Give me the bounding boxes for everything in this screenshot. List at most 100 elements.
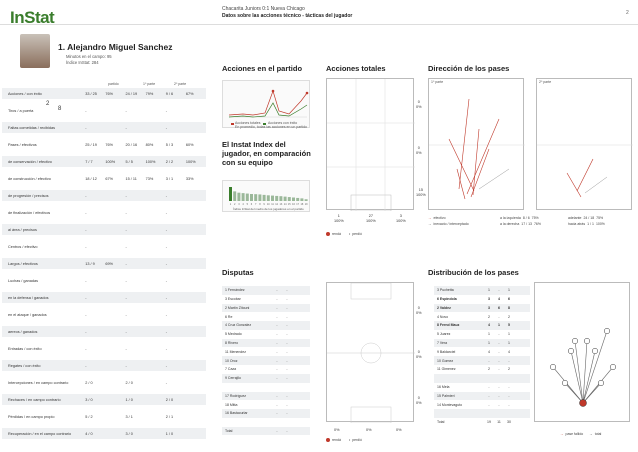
stats-cell: - [85, 210, 87, 215]
duels-row: 8 Rivero - - [222, 338, 310, 348]
stats-cell: - [165, 312, 168, 317]
pass-count-v: 8 / 6 [522, 216, 530, 220]
index-bar [300, 198, 304, 201]
stats-cell: 1 / 0 [165, 431, 174, 436]
stats-row: en la defensa / ganados - - - [2, 292, 206, 303]
stats-row: Recuperación / en el campo contrario 4 / … [2, 428, 206, 439]
stats-row-label: Faltas cometidas / recibidas [8, 125, 56, 130]
stats-row-label: Pérdidas / en campo propio [8, 414, 55, 419]
stats-cell: - [85, 125, 87, 130]
pass-count-item: adelante 24 / 18 75% [568, 216, 603, 220]
duels-legend: rendá • perdió [326, 438, 362, 442]
distribution-cell: 3 Puchetta [437, 288, 454, 293]
index-tick-label: 4 [242, 203, 244, 206]
stats-row-label: Tiros / a puerta [8, 108, 34, 113]
index-bar [275, 195, 279, 201]
index-tick-label: 19 [305, 203, 308, 206]
duels-cell: - [286, 376, 288, 381]
distribution-row: Total 19 11 30 [434, 418, 530, 427]
stats-cell: - [85, 329, 87, 334]
index-tick-label: 3 [238, 203, 240, 206]
stats-row-label: Luchas / ganadas [8, 278, 38, 283]
stats-cell: 2 / 2 [165, 159, 174, 164]
duels-cell: 3 Escobar [225, 297, 241, 302]
index-tick-label: 10 [267, 203, 270, 206]
duels-cell: - [286, 367, 288, 372]
duels-row: Total - - [222, 426, 310, 436]
duels-right-1: 0 0% [416, 306, 422, 315]
pass-count-v: 24 / 18 [583, 216, 595, 220]
section-actions-match: Acciones en el partido [222, 64, 303, 73]
totals-right-2: 0 0% [416, 146, 422, 155]
stats-cell: - [165, 210, 168, 215]
pass-count-item: a la izquierda 8 / 6 75% [500, 216, 539, 220]
stats-row: aereos / ganados - - - [2, 326, 206, 337]
index-bar [296, 197, 300, 201]
distribution-cell: 2 [508, 367, 510, 372]
distribution-cell: 2 [488, 314, 490, 319]
actions-total-field [326, 78, 415, 212]
half1-label: 1º parte [431, 80, 444, 84]
pass-count-p: 100% [595, 222, 605, 226]
stats-cell: - [125, 312, 127, 317]
duels-cell: - [286, 305, 288, 310]
stats-cell: 100% [105, 159, 116, 164]
stats-cell: 67% [185, 91, 194, 96]
stats-row-label: de conservación / efectivo [8, 159, 52, 164]
stats-row-label: de progresión / precisos [8, 193, 49, 198]
stats-row: Centros / efectivo - - - [2, 241, 206, 252]
stats-cell: - [125, 329, 127, 334]
distribution-cell: 4 [508, 349, 510, 354]
index-tick-label: 9 [263, 203, 265, 206]
stats-row-label: aereos / ganados [8, 329, 38, 334]
stats-cell: - [85, 244, 87, 249]
duels-cell: - [286, 349, 288, 354]
duels-row [222, 418, 310, 427]
stats-row-label: Largos / efectivos [8, 261, 38, 266]
index-bar [229, 187, 232, 201]
stats-cell: 25 / 19 [85, 142, 97, 147]
stats-cell: - [165, 363, 168, 368]
stats-row-label: Acciones / con éxito [8, 91, 42, 96]
duels-right-2: 0 0% [416, 350, 422, 359]
duels-cell: - [276, 349, 278, 354]
distribution-cell: - [498, 288, 500, 293]
stats-row: en el ataque / ganados - - - [2, 309, 206, 320]
distribution-cell: Total [437, 420, 445, 425]
totals-legend: rendá • perdió [326, 232, 362, 236]
player-photo [20, 34, 50, 68]
distribution-row: 11 Gimenez 2 - 2 [434, 365, 530, 374]
index-bar [258, 194, 262, 201]
index-tick-label: 17 [296, 203, 299, 206]
distribution-cell: - [498, 358, 500, 363]
distribution-cell: 1 [508, 341, 510, 346]
stats-cell: - [165, 108, 168, 113]
stats-row-label: de construcción / efectivo [8, 176, 51, 181]
pass-link [582, 350, 596, 404]
player-minutes: Minutos en el campo: 95 [66, 54, 112, 59]
dist-legend: → pase fallido → total [560, 432, 602, 436]
index-bar [266, 195, 270, 201]
player-node [597, 379, 605, 387]
distribution-cell: - [488, 393, 490, 398]
lost-marker-icon: • [348, 438, 351, 442]
stats-row: al área / precisos - - - [2, 224, 206, 235]
pass-count-label: a la derecha [500, 222, 520, 226]
actions-legend-average: En promedio, todas las acciones en un pa… [235, 125, 307, 129]
stats-cell: 2 / 0 [165, 397, 174, 402]
stats-cell: - [165, 278, 168, 283]
duels-cell: 5 Medrado [225, 332, 242, 337]
duels-cell: - [286, 341, 288, 346]
stats-cell: - [125, 363, 127, 368]
distribution-cell: 6 [498, 305, 500, 310]
duels-row: 7 Caza - - [222, 365, 310, 374]
duels-row: 1 Fernández - - [222, 286, 310, 295]
stats-row: Pases / efectivos 25 / 19 76% 20 / 16 80% 5 /… [2, 139, 206, 150]
page-subtitle: Datos sobre las acciones técnico - tácti… [222, 13, 353, 19]
stats-cell: 3 / 0 [125, 431, 133, 436]
index-bar [271, 195, 274, 201]
distribution-network [549, 327, 617, 407]
stats-cell: 76% [105, 142, 113, 147]
index-bar [237, 192, 241, 201]
player-node [609, 363, 617, 371]
